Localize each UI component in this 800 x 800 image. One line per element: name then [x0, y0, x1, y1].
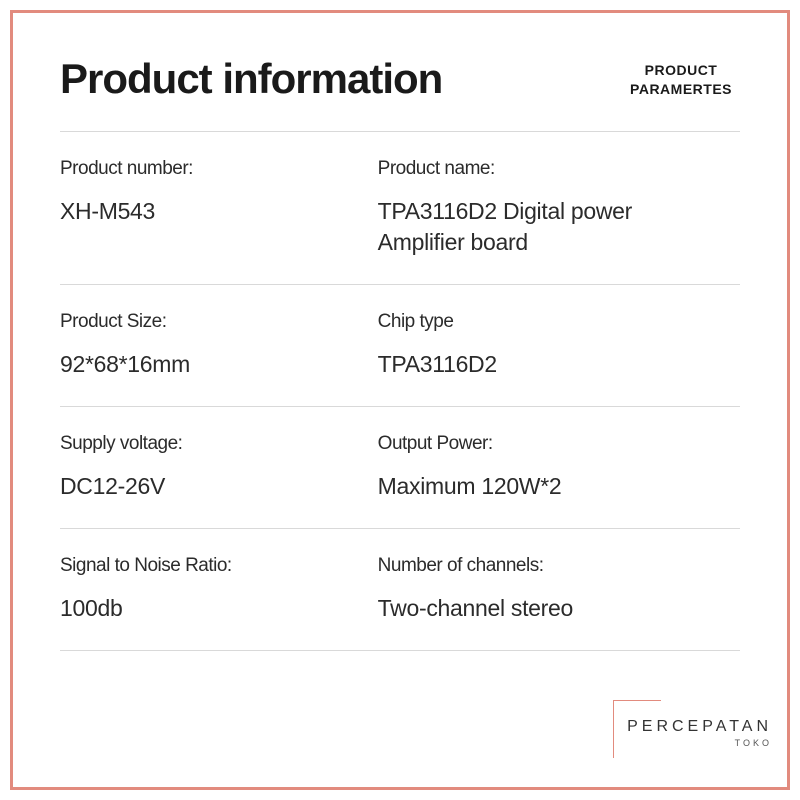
spec-row: Supply voltage: DC12-26V Output Power: M… — [60, 407, 740, 528]
spec-label: Number of channels: — [378, 555, 720, 577]
spec-cell-right: Number of channels: Two-channel stereo — [378, 555, 740, 624]
watermark: PERCEPATAN TOKO — [627, 718, 772, 748]
subtitle-line-2: PARAMERTES — [630, 80, 732, 99]
spec-cell-left: Product number: XH-M543 — [60, 158, 378, 258]
spec-cell-left: Product Size: 92*68*16mm — [60, 311, 378, 380]
spec-row: Signal to Noise Ratio: 100db Number of c… — [60, 529, 740, 650]
content-container: Product information PRODUCT PARAMERTES P… — [0, 0, 800, 691]
page-subtitle: PRODUCT PARAMERTES — [630, 61, 732, 99]
spec-cell-left: Supply voltage: DC12-26V — [60, 433, 378, 502]
spec-cell-right: Product name: TPA3116D2 Digital power Am… — [378, 158, 740, 258]
header-row: Product information PRODUCT PARAMERTES — [60, 55, 740, 103]
spec-row: Product Size: 92*68*16mm Chip type TPA31… — [60, 285, 740, 406]
spec-label: Output Power: — [378, 433, 720, 455]
spec-label: Product number: — [60, 158, 358, 180]
spec-value: TPA3116D2 — [378, 349, 720, 380]
page-title: Product information — [60, 55, 442, 103]
watermark-bracket-icon — [613, 700, 661, 758]
spec-value: DC12-26V — [60, 471, 358, 502]
spec-value: Maximum 120W*2 — [378, 471, 720, 502]
spec-value: TPA3116D2 Digital power Amplifier board — [378, 196, 720, 258]
spec-label: Supply voltage: — [60, 433, 358, 455]
spec-cell-right: Chip type TPA3116D2 — [378, 311, 740, 380]
spec-row: Product number: XH-M543 Product name: TP… — [60, 132, 740, 284]
spec-value: Two-channel stereo — [378, 593, 720, 624]
spec-cell-right: Output Power: Maximum 120W*2 — [378, 433, 740, 502]
spec-value: XH-M543 — [60, 196, 358, 227]
spec-label: Signal to Noise Ratio: — [60, 555, 358, 577]
subtitle-line-1: PRODUCT — [630, 61, 732, 80]
spec-value: 100db — [60, 593, 358, 624]
spec-label: Chip type — [378, 311, 720, 333]
spec-cell-left: Signal to Noise Ratio: 100db — [60, 555, 378, 624]
spec-label: Product Size: — [60, 311, 358, 333]
divider — [60, 650, 740, 651]
spec-value: 92*68*16mm — [60, 349, 358, 380]
spec-label: Product name: — [378, 158, 720, 180]
